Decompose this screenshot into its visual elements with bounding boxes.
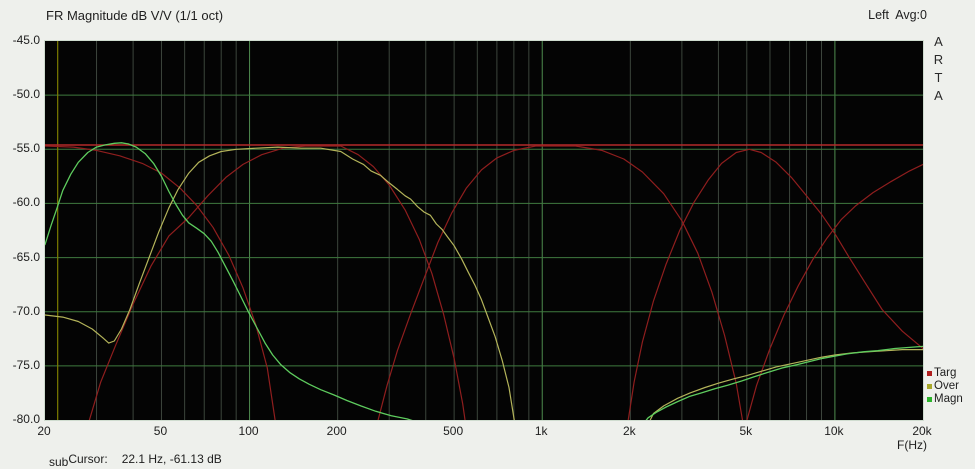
y-tick-label: -45.0 (12, 33, 40, 47)
overlay-file-name: sub (49, 455, 69, 469)
channel-average-label: Left Avg:0 (868, 8, 927, 22)
x-tick-label: 2k (622, 424, 636, 438)
targ-band2-bandpass (377, 145, 744, 420)
x-tick-label: 200 (326, 424, 347, 438)
over-curve (45, 146, 515, 420)
cursor-label: Cursor: (68, 452, 108, 466)
legend-label: Targ (934, 367, 957, 379)
plot-area[interactable] (44, 40, 924, 421)
legend-item-magn: Magn (927, 393, 963, 406)
legend-label: Over (934, 380, 959, 392)
arta-logo: ARTA (931, 34, 946, 106)
x-tick-label: 1k (534, 424, 548, 438)
legend-item-targ: Targ (927, 367, 963, 380)
cursor-value: 22.1 Hz, -61.13 dB (121, 452, 222, 466)
x-axis-unit-label: F(Hz) (897, 438, 927, 452)
over-curve (649, 349, 923, 420)
magn-curve (45, 142, 413, 420)
legend-swatch-icon (927, 371, 932, 376)
legend-label: Magn (934, 393, 963, 405)
targ-tweeter-highpass (746, 163, 923, 420)
legend-item-over: Over (927, 380, 963, 393)
y-tick-label: -75.0 (12, 357, 40, 372)
y-tick-label: -60.0 (12, 195, 40, 210)
chart-title: FR Magnitude dB V/V (1/1 oct) (46, 8, 224, 23)
x-tick-label: 100 (238, 424, 259, 438)
x-tick-label: 10k (824, 424, 844, 438)
y-tick-label: -80.0 (12, 412, 40, 426)
x-tick-label: 500 (443, 424, 464, 438)
y-tick-label: -50.0 (12, 87, 40, 102)
y-tick-label: -65.0 (12, 249, 40, 264)
y-tick-label: -55.0 (12, 141, 40, 156)
legend: Targ Over Magn (927, 367, 963, 406)
x-tick-label: 20 (37, 424, 51, 438)
magn-curve (645, 345, 923, 420)
x-tick-label: 20k (912, 424, 932, 438)
legend-swatch-icon (927, 384, 932, 389)
legend-swatch-icon (927, 397, 932, 402)
x-tick-label: 5k (739, 424, 753, 438)
x-tick-label: 50 (153, 424, 168, 438)
targ-band1-bandpass (88, 145, 466, 420)
fr-magnitude-chart (45, 41, 923, 420)
cursor-readout: Cursor: 22.1 Hz, -61.13 dB (55, 438, 222, 469)
y-tick-label: -70.0 (12, 303, 40, 318)
targ-band3-bandpass (627, 148, 923, 420)
targ-sub-lowpass (45, 145, 276, 420)
